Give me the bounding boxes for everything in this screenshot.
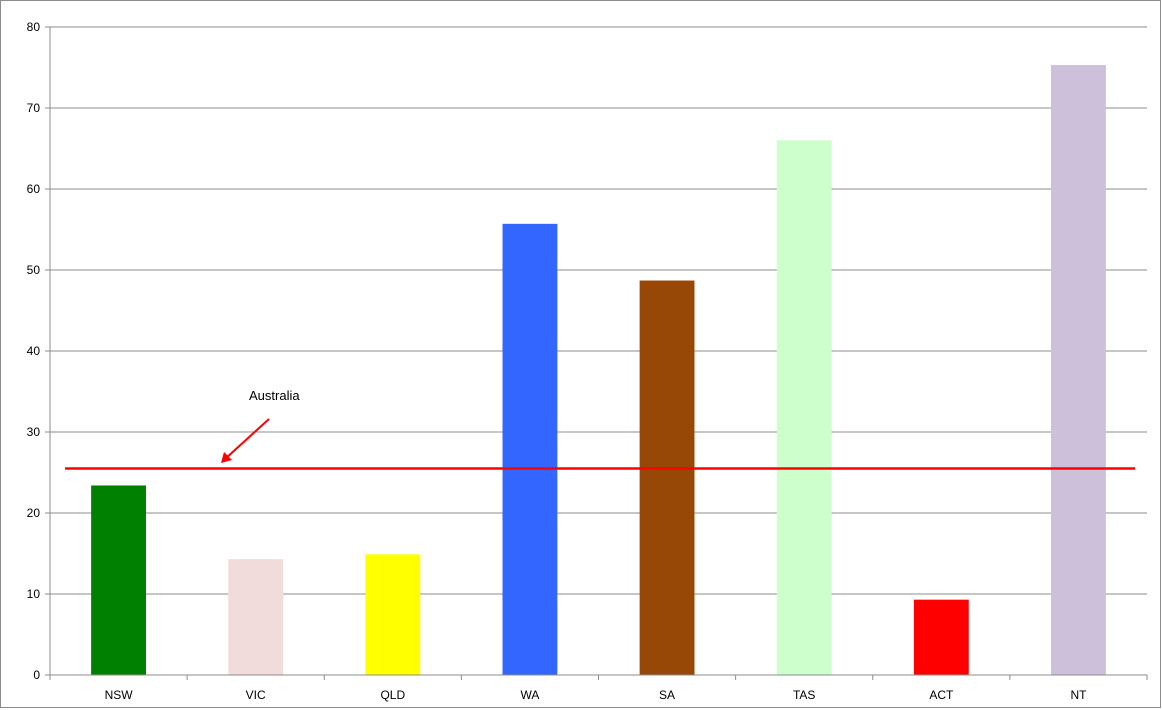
- x-tick-label: QLD: [380, 688, 405, 702]
- bar-sa: [639, 280, 695, 675]
- y-tick-label: 60: [27, 182, 41, 196]
- reference-line-label: Australia: [249, 388, 300, 403]
- x-tick-label: ACT: [929, 688, 954, 702]
- bar-vic: [228, 559, 284, 675]
- bar-act: [913, 599, 969, 675]
- x-tick-label: NT: [1070, 688, 1087, 702]
- y-tick-label: 20: [27, 506, 41, 520]
- y-tick-label: 70: [27, 101, 41, 115]
- annotation-arrow: [224, 418, 270, 460]
- annotation-arrowhead: [221, 452, 232, 463]
- x-tick-labels: NSW VIC QLD WA SA TAS ACT NT: [105, 688, 1088, 702]
- bar-nt: [1051, 65, 1106, 675]
- gridlines: [50, 26, 1147, 595]
- x-tick-label: WA: [520, 688, 539, 702]
- x-tick-label: NSW: [105, 688, 134, 702]
- bar-wa: [502, 223, 558, 675]
- y-tick-label: 50: [27, 263, 41, 277]
- y-tick-labels: 0 10 20 30 40 50 60 70 80: [27, 20, 41, 682]
- y-tick-label: 80: [27, 20, 41, 34]
- bar-qld: [365, 554, 421, 675]
- y-tick-label: 30: [27, 425, 41, 439]
- bars: [91, 65, 1106, 675]
- y-tick-label: 0: [33, 668, 40, 682]
- bar-nsw: [91, 485, 146, 675]
- y-tick-label: 10: [27, 587, 41, 601]
- axes: [45, 26, 1148, 680]
- australia-reference: Australia: [65, 388, 1135, 470]
- y-tick-label: 40: [27, 344, 41, 358]
- bar-tas: [776, 140, 832, 675]
- x-tick-label: TAS: [793, 688, 815, 702]
- x-tick-label: SA: [659, 688, 675, 702]
- x-tick-label: VIC: [246, 688, 266, 702]
